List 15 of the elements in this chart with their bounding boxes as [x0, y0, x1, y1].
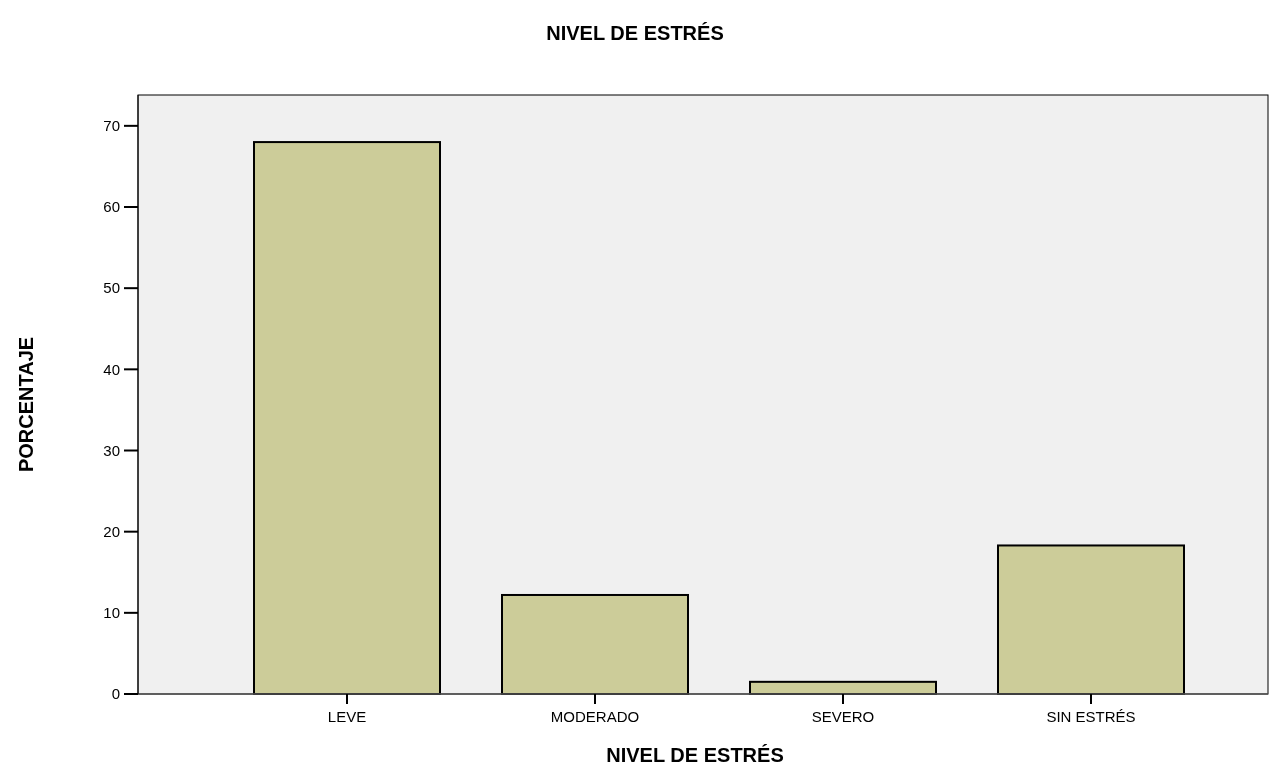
- y-tick-label: 20: [103, 522, 120, 540]
- x-tick-label: LEVE: [327, 708, 367, 725]
- x-tick-label: MODERADO: [550, 708, 640, 725]
- x-tick-label: SEVERO: [811, 708, 875, 725]
- y-tick-label: 60: [103, 198, 120, 216]
- x-tick-label: SIN ESTRÉS: [1046, 708, 1136, 725]
- y-tick-label: 50: [103, 279, 120, 297]
- y-tick-label: 0: [111, 685, 120, 703]
- y-tick-label: 70: [103, 117, 120, 135]
- y-tick-label: 10: [103, 604, 120, 622]
- chart-title: NIVEL DE ESTRÉS: [546, 22, 724, 44]
- y-tick-label: 40: [103, 360, 120, 378]
- x-axis-title: NIVEL DE ESTRÉS: [606, 744, 784, 766]
- y-tick-label: 30: [103, 441, 120, 459]
- y-axis-title: PORCENTAJE: [15, 336, 37, 473]
